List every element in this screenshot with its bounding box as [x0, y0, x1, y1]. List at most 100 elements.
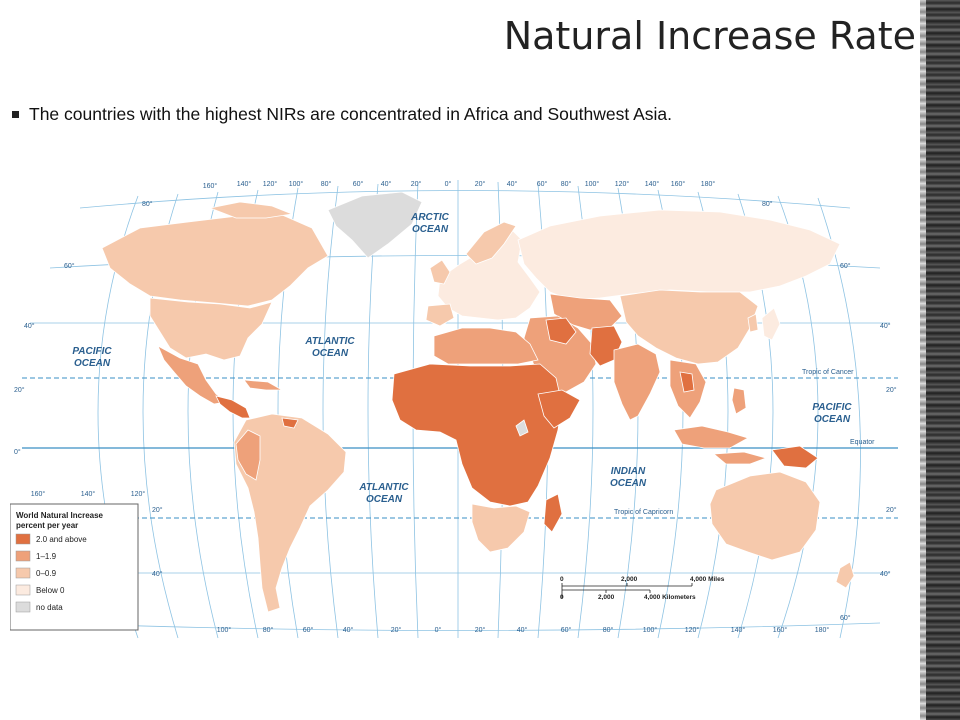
indian-ocean-label-2: OCEAN [610, 478, 647, 489]
lon-label: 40° [507, 180, 518, 188]
ocean-labels: ARCTIC OCEAN PACIFIC OCEAN ATLANTIC OCEA… [72, 212, 852, 505]
lat-label: 80° [762, 200, 773, 208]
africa-south [471, 503, 531, 553]
tropic-of-cancer-label: Tropic of Cancer [802, 369, 854, 376]
lon-label: 140° [645, 180, 660, 188]
atlantic-ocean-south-label-1: ATLANTIC [358, 482, 409, 493]
lon-label: 20° [475, 626, 486, 634]
bullet-square-icon [12, 111, 19, 118]
legend-label: 2.0 and above [36, 535, 87, 544]
lon-label: 80° [321, 180, 332, 188]
iberia [425, 303, 455, 327]
equator-label: Equator [850, 439, 875, 446]
bullet-text: The countries with the highest NIRs are … [29, 104, 672, 124]
lon-label: 20° [391, 626, 402, 634]
legend-label: 0–0.9 [36, 569, 57, 578]
pacific-longitude-labels: 160° 140° 120° [31, 490, 146, 498]
lat-label: 80° [142, 200, 153, 208]
lon-label: 100° [643, 626, 658, 634]
lon-label: 0° [445, 180, 452, 188]
world-map-svg: ARCTIC OCEAN PACIFIC OCEAN ATLANTIC OCEA… [10, 180, 898, 639]
lat-label: 0° [14, 448, 21, 456]
lon-label: 100° [585, 180, 600, 188]
lon-label: 160° [203, 182, 218, 190]
laos-cambodia [679, 371, 695, 393]
pacific-ocean-west-label-2: OCEAN [74, 358, 111, 369]
lon-label: 160° [773, 626, 788, 634]
right-latitude-labels: 80° 60° 40° 20° 20° 40° 60° [762, 200, 897, 622]
central-america [215, 395, 251, 419]
scale-miles-zero: 0 [560, 576, 564, 583]
lon-label: 40° [381, 180, 392, 188]
lat-label: 40° [24, 322, 35, 330]
lat-label: 20° [152, 506, 163, 514]
lon-label: 0° [435, 626, 442, 634]
lon-label: 120° [131, 490, 146, 498]
lat-label: 60° [64, 262, 75, 270]
india [613, 343, 661, 421]
russia [517, 209, 841, 301]
africa-north [433, 327, 539, 365]
lat-label: 20° [886, 506, 897, 514]
scandinavia [465, 221, 517, 265]
world-map: ARCTIC OCEAN PACIFIC OCEAN ATLANTIC OCEA… [10, 168, 906, 640]
lon-label: 20° [411, 180, 422, 188]
lon-label: 60° [353, 180, 364, 188]
lat-label: 20° [886, 386, 897, 394]
indonesia-east [712, 451, 768, 465]
lat-label: 40° [880, 570, 891, 578]
legend-label: no data [36, 603, 63, 612]
japan [761, 307, 781, 341]
arctic-ocean-label-1: ARCTIC [410, 212, 450, 223]
new-guinea [771, 445, 819, 469]
slide-edge-highlight [920, 0, 926, 720]
iraq-iran-high [545, 317, 577, 345]
land-masses [101, 191, 855, 613]
legend-title: World Natural Increase [16, 511, 104, 520]
north-america-north [101, 213, 329, 307]
arctic-ocean-label-2: OCEAN [412, 224, 449, 235]
lon-label: 100° [289, 180, 304, 188]
greenland [327, 191, 423, 259]
bullet-point: The countries with the highest NIRs are … [12, 104, 672, 125]
lat-label: 60° [840, 614, 851, 622]
legend-swatch [15, 601, 31, 613]
indonesia-west [673, 425, 750, 449]
reference-line-labels: Tropic of Cancer Equator Tropic of Capri… [614, 369, 875, 516]
legend-subtitle: percent per year [16, 521, 78, 530]
caribbean [243, 379, 284, 391]
philippines [731, 387, 747, 415]
andes-countries [235, 429, 261, 481]
lon-label: 160° [671, 180, 686, 188]
lon-label: 60° [303, 626, 314, 634]
australia [709, 471, 821, 561]
pacific-ocean-west-label-1: PACIFIC [72, 346, 112, 357]
slide-title: Natural Increase Rate [503, 14, 916, 58]
lon-label: 100° [217, 626, 232, 634]
africa-west-central [391, 363, 563, 507]
pacific-ocean-east-label-1: PACIFIC [812, 402, 852, 413]
south-america [233, 413, 347, 613]
scale-miles-end: 4,000 Miles [690, 576, 725, 583]
north-america-usa [149, 297, 273, 361]
lon-label: 60° [561, 626, 572, 634]
scale-miles-mid: 2,000 [621, 576, 638, 583]
china [619, 289, 759, 365]
lat-label: 40° [880, 322, 891, 330]
arctic-islands [208, 201, 294, 219]
legend-swatch [15, 533, 31, 545]
pacific-ocean-east-label-2: OCEAN [814, 414, 851, 425]
indian-ocean-label-1: INDIAN [611, 466, 646, 477]
lat-label: 20° [14, 386, 25, 394]
lon-label: 140° [81, 490, 96, 498]
tropic-of-capricorn-label: Tropic of Capricorn [614, 509, 673, 516]
left-latitude-labels: 80° 60° 40° 20° 0° 20° 40° [14, 200, 163, 578]
lon-label: 140° [731, 626, 746, 634]
lon-label: 20° [475, 180, 486, 188]
atlantic-ocean-south-label-2: OCEAN [366, 494, 403, 505]
madagascar [543, 493, 563, 533]
lon-label: 60° [537, 180, 548, 188]
lon-label: 40° [343, 626, 354, 634]
guianas [281, 417, 299, 429]
scale-km-end: 4,000 Kilometers [644, 594, 696, 601]
